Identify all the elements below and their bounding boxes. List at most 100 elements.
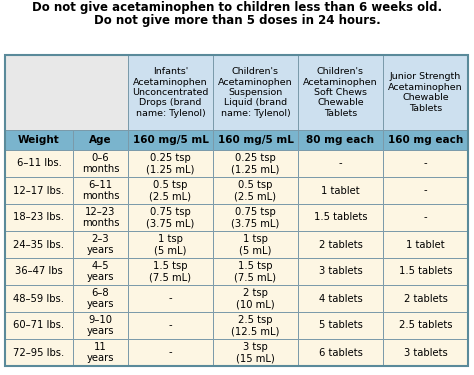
Text: 24–35 lbs.: 24–35 lbs. bbox=[13, 240, 64, 249]
Bar bbox=[298, 204, 383, 231]
Text: 0.75 tsp
(3.75 mL): 0.75 tsp (3.75 mL) bbox=[146, 207, 195, 228]
Bar bbox=[383, 177, 468, 204]
Text: 2.5 tablets: 2.5 tablets bbox=[399, 321, 452, 330]
Bar bbox=[73, 312, 128, 339]
Bar bbox=[298, 231, 383, 258]
Text: 6–11 lbs.: 6–11 lbs. bbox=[17, 159, 62, 168]
Bar bbox=[383, 258, 468, 285]
Bar bbox=[73, 231, 128, 258]
Bar bbox=[5, 150, 73, 177]
Text: 6–8
years: 6–8 years bbox=[87, 288, 114, 309]
Text: Do not give more than 5 doses in 24 hours.: Do not give more than 5 doses in 24 hour… bbox=[94, 14, 380, 27]
Bar bbox=[213, 231, 298, 258]
Text: 1 tsp
(5 mL): 1 tsp (5 mL) bbox=[239, 234, 272, 255]
Bar bbox=[5, 130, 73, 150]
Bar bbox=[73, 258, 128, 285]
Text: 0.5 tsp
(2.5 mL): 0.5 tsp (2.5 mL) bbox=[235, 180, 276, 201]
Bar bbox=[128, 130, 213, 150]
Bar bbox=[5, 204, 73, 231]
Bar bbox=[128, 312, 213, 339]
Bar bbox=[213, 258, 298, 285]
Bar bbox=[213, 204, 298, 231]
Bar bbox=[383, 130, 468, 150]
Text: 18–23 lbs.: 18–23 lbs. bbox=[13, 213, 64, 222]
Bar bbox=[73, 285, 128, 312]
Text: -: - bbox=[169, 321, 173, 330]
Bar bbox=[298, 130, 383, 150]
Text: 0–6
months: 0–6 months bbox=[82, 153, 119, 174]
Bar bbox=[128, 258, 213, 285]
Bar bbox=[383, 55, 468, 130]
Bar bbox=[213, 177, 298, 204]
Text: 2 tablets: 2 tablets bbox=[319, 240, 363, 249]
Bar bbox=[298, 285, 383, 312]
Text: 2–3
years: 2–3 years bbox=[87, 234, 114, 255]
Text: 1.5 tablets: 1.5 tablets bbox=[399, 267, 452, 276]
Text: -: - bbox=[424, 213, 428, 222]
Bar bbox=[5, 285, 73, 312]
Bar bbox=[213, 339, 298, 366]
Bar bbox=[5, 177, 73, 204]
Bar bbox=[298, 312, 383, 339]
Text: 80 mg each: 80 mg each bbox=[307, 135, 374, 145]
Bar bbox=[298, 55, 383, 130]
Bar bbox=[5, 55, 128, 130]
Bar bbox=[128, 285, 213, 312]
Text: 0.25 tsp
(1.25 mL): 0.25 tsp (1.25 mL) bbox=[231, 153, 280, 174]
Text: 12–17 lbs.: 12–17 lbs. bbox=[13, 186, 64, 195]
Text: 160 mg/5 mL: 160 mg/5 mL bbox=[218, 135, 293, 145]
Bar bbox=[73, 177, 128, 204]
Bar bbox=[5, 231, 73, 258]
Bar bbox=[5, 312, 73, 339]
Text: 48–59 lbs.: 48–59 lbs. bbox=[13, 294, 64, 303]
Text: 12–23
months: 12–23 months bbox=[82, 207, 119, 228]
Bar bbox=[128, 177, 213, 204]
Text: 4–5
years: 4–5 years bbox=[87, 261, 114, 282]
Text: 160 mg/5 mL: 160 mg/5 mL bbox=[133, 135, 209, 145]
Text: 11
years: 11 years bbox=[87, 342, 114, 363]
Text: 3 tablets: 3 tablets bbox=[404, 348, 447, 357]
Text: -: - bbox=[339, 159, 342, 168]
Text: 9–10
years: 9–10 years bbox=[87, 315, 114, 336]
Text: 160 mg each: 160 mg each bbox=[388, 135, 463, 145]
Bar bbox=[128, 231, 213, 258]
Text: 6 tablets: 6 tablets bbox=[319, 348, 363, 357]
Bar bbox=[383, 204, 468, 231]
Bar bbox=[213, 312, 298, 339]
Text: 1.5 tsp
(7.5 mL): 1.5 tsp (7.5 mL) bbox=[235, 261, 276, 282]
Text: 3 tsp
(15 mL): 3 tsp (15 mL) bbox=[236, 342, 275, 363]
Text: 0.75 tsp
(3.75 mL): 0.75 tsp (3.75 mL) bbox=[231, 207, 280, 228]
Text: -: - bbox=[424, 159, 428, 168]
Text: Do not give acetaminophen to children less than 6 weeks old.: Do not give acetaminophen to children le… bbox=[32, 1, 442, 14]
Bar bbox=[298, 339, 383, 366]
Bar bbox=[128, 55, 213, 130]
Text: 4 tablets: 4 tablets bbox=[319, 294, 363, 303]
Text: Children's
Acetaminophen
Suspension
Liquid (brand
name: Tylenol): Children's Acetaminophen Suspension Liqu… bbox=[218, 67, 293, 118]
Text: 5 tablets: 5 tablets bbox=[319, 321, 363, 330]
Bar bbox=[298, 150, 383, 177]
Bar bbox=[5, 258, 73, 285]
Text: 2.5 tsp
(12.5 mL): 2.5 tsp (12.5 mL) bbox=[231, 315, 280, 336]
Text: 0.25 tsp
(1.25 mL): 0.25 tsp (1.25 mL) bbox=[146, 153, 195, 174]
Text: Children's
Acetaminophen
Soft Chews
Chewable
Tablets: Children's Acetaminophen Soft Chews Chew… bbox=[303, 67, 378, 118]
Text: 2 tsp
(10 mL): 2 tsp (10 mL) bbox=[236, 288, 275, 309]
Bar bbox=[213, 55, 298, 130]
Bar bbox=[73, 130, 128, 150]
Text: Weight: Weight bbox=[18, 135, 60, 145]
Bar bbox=[383, 312, 468, 339]
Text: -: - bbox=[169, 348, 173, 357]
Text: 72–95 lbs.: 72–95 lbs. bbox=[13, 348, 64, 357]
Text: 1 tablet: 1 tablet bbox=[321, 186, 360, 195]
Bar bbox=[383, 285, 468, 312]
Bar bbox=[73, 339, 128, 366]
Text: Junior Strength
Acetaminophen
Chewable
Tablets: Junior Strength Acetaminophen Chewable T… bbox=[388, 72, 463, 112]
Bar bbox=[128, 150, 213, 177]
Bar bbox=[213, 285, 298, 312]
Text: 1 tablet: 1 tablet bbox=[406, 240, 445, 249]
Bar bbox=[298, 258, 383, 285]
Text: 6–11
months: 6–11 months bbox=[82, 180, 119, 201]
Text: 1 tsp
(5 mL): 1 tsp (5 mL) bbox=[155, 234, 187, 255]
Bar bbox=[5, 55, 468, 366]
Text: Age: Age bbox=[89, 135, 112, 145]
Text: 2 tablets: 2 tablets bbox=[403, 294, 447, 303]
